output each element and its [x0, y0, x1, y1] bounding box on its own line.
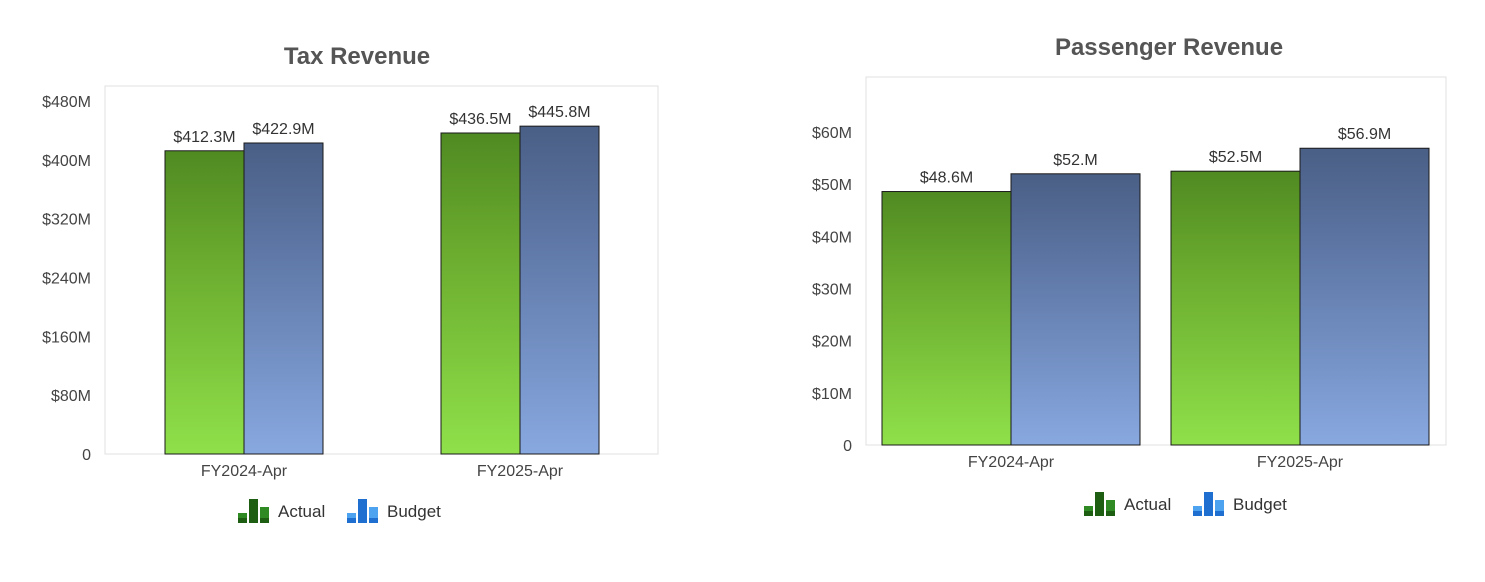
y-tick-label: $50M — [812, 177, 852, 194]
passenger-revenue-svg: Passenger Revenue 0 $10M $20M $30M $40M $50M $6… — [812, 34, 1447, 516]
bar-actual-fy2024-apr — [881, 191, 1012, 446]
legend-actual-icon — [238, 499, 269, 523]
tax-revenue-chart: Tax Revenue 0 $80M $160M $240M $320M $400M $480… — [0, 0, 700, 577]
y-tick-label: 0 — [843, 438, 852, 455]
y-tick-label: $30M — [812, 282, 852, 299]
bar-budget-fy2024-apr — [1010, 173, 1141, 446]
bar-budget-fy2025-apr — [1299, 147, 1430, 446]
legend-actual-label: Actual — [278, 502, 325, 521]
passenger-revenue-chart: Passenger Revenue 0 $10M $20M $30M $40M $50M $6… — [760, 0, 1485, 577]
data-label: $56.9M — [1338, 126, 1391, 143]
y-tick-label: $160M — [42, 329, 91, 346]
y-tick-label: $240M — [42, 271, 91, 288]
legend-actual-label: Actual — [1124, 495, 1171, 514]
tax-revenue-svg: Tax Revenue 0 $80M $160M $240M $320M $400M $480… — [42, 43, 659, 523]
legend-budget-icon — [1193, 492, 1224, 516]
bar-budget-fy2024-apr — [243, 142, 324, 455]
chart-title: Tax Revenue — [284, 43, 430, 70]
data-label: $48.6M — [920, 170, 973, 187]
x-tick-label: FY2025-Apr — [1257, 454, 1344, 471]
x-tick-label: FY2024-Apr — [968, 454, 1055, 471]
bar-budget-fy2025-apr — [519, 125, 600, 455]
legend-budget-label: Budget — [387, 502, 441, 521]
y-tick-label: $10M — [812, 386, 852, 403]
y-tick-label: $40M — [812, 229, 852, 246]
x-tick-label: FY2024-Apr — [201, 463, 288, 480]
legend-budget-icon — [347, 499, 378, 523]
chart-title: Passenger Revenue — [1055, 34, 1283, 61]
bar-actual-fy2024-apr — [164, 150, 245, 455]
y-tick-label: $80M — [51, 388, 91, 405]
y-tick-label: $480M — [42, 94, 91, 111]
y-tick-label: 0 — [82, 447, 91, 464]
data-label: $436.5M — [449, 111, 511, 128]
data-label: $445.8M — [528, 104, 590, 121]
legend-budget-label: Budget — [1233, 495, 1287, 514]
x-tick-label: FY2025-Apr — [477, 463, 564, 480]
y-tick-label: $320M — [42, 212, 91, 229]
data-label: $52.5M — [1209, 149, 1262, 166]
bar-actual-fy2025-apr — [440, 132, 521, 455]
y-tick-label: $60M — [812, 125, 852, 142]
y-tick-label: $400M — [42, 153, 91, 170]
data-label: $422.9M — [252, 121, 314, 138]
data-label: $412.3M — [173, 129, 235, 146]
bar-actual-fy2025-apr — [1170, 170, 1301, 446]
data-label: $52.M — [1053, 152, 1097, 169]
y-tick-label: $20M — [812, 334, 852, 351]
legend-actual-icon — [1084, 492, 1115, 516]
